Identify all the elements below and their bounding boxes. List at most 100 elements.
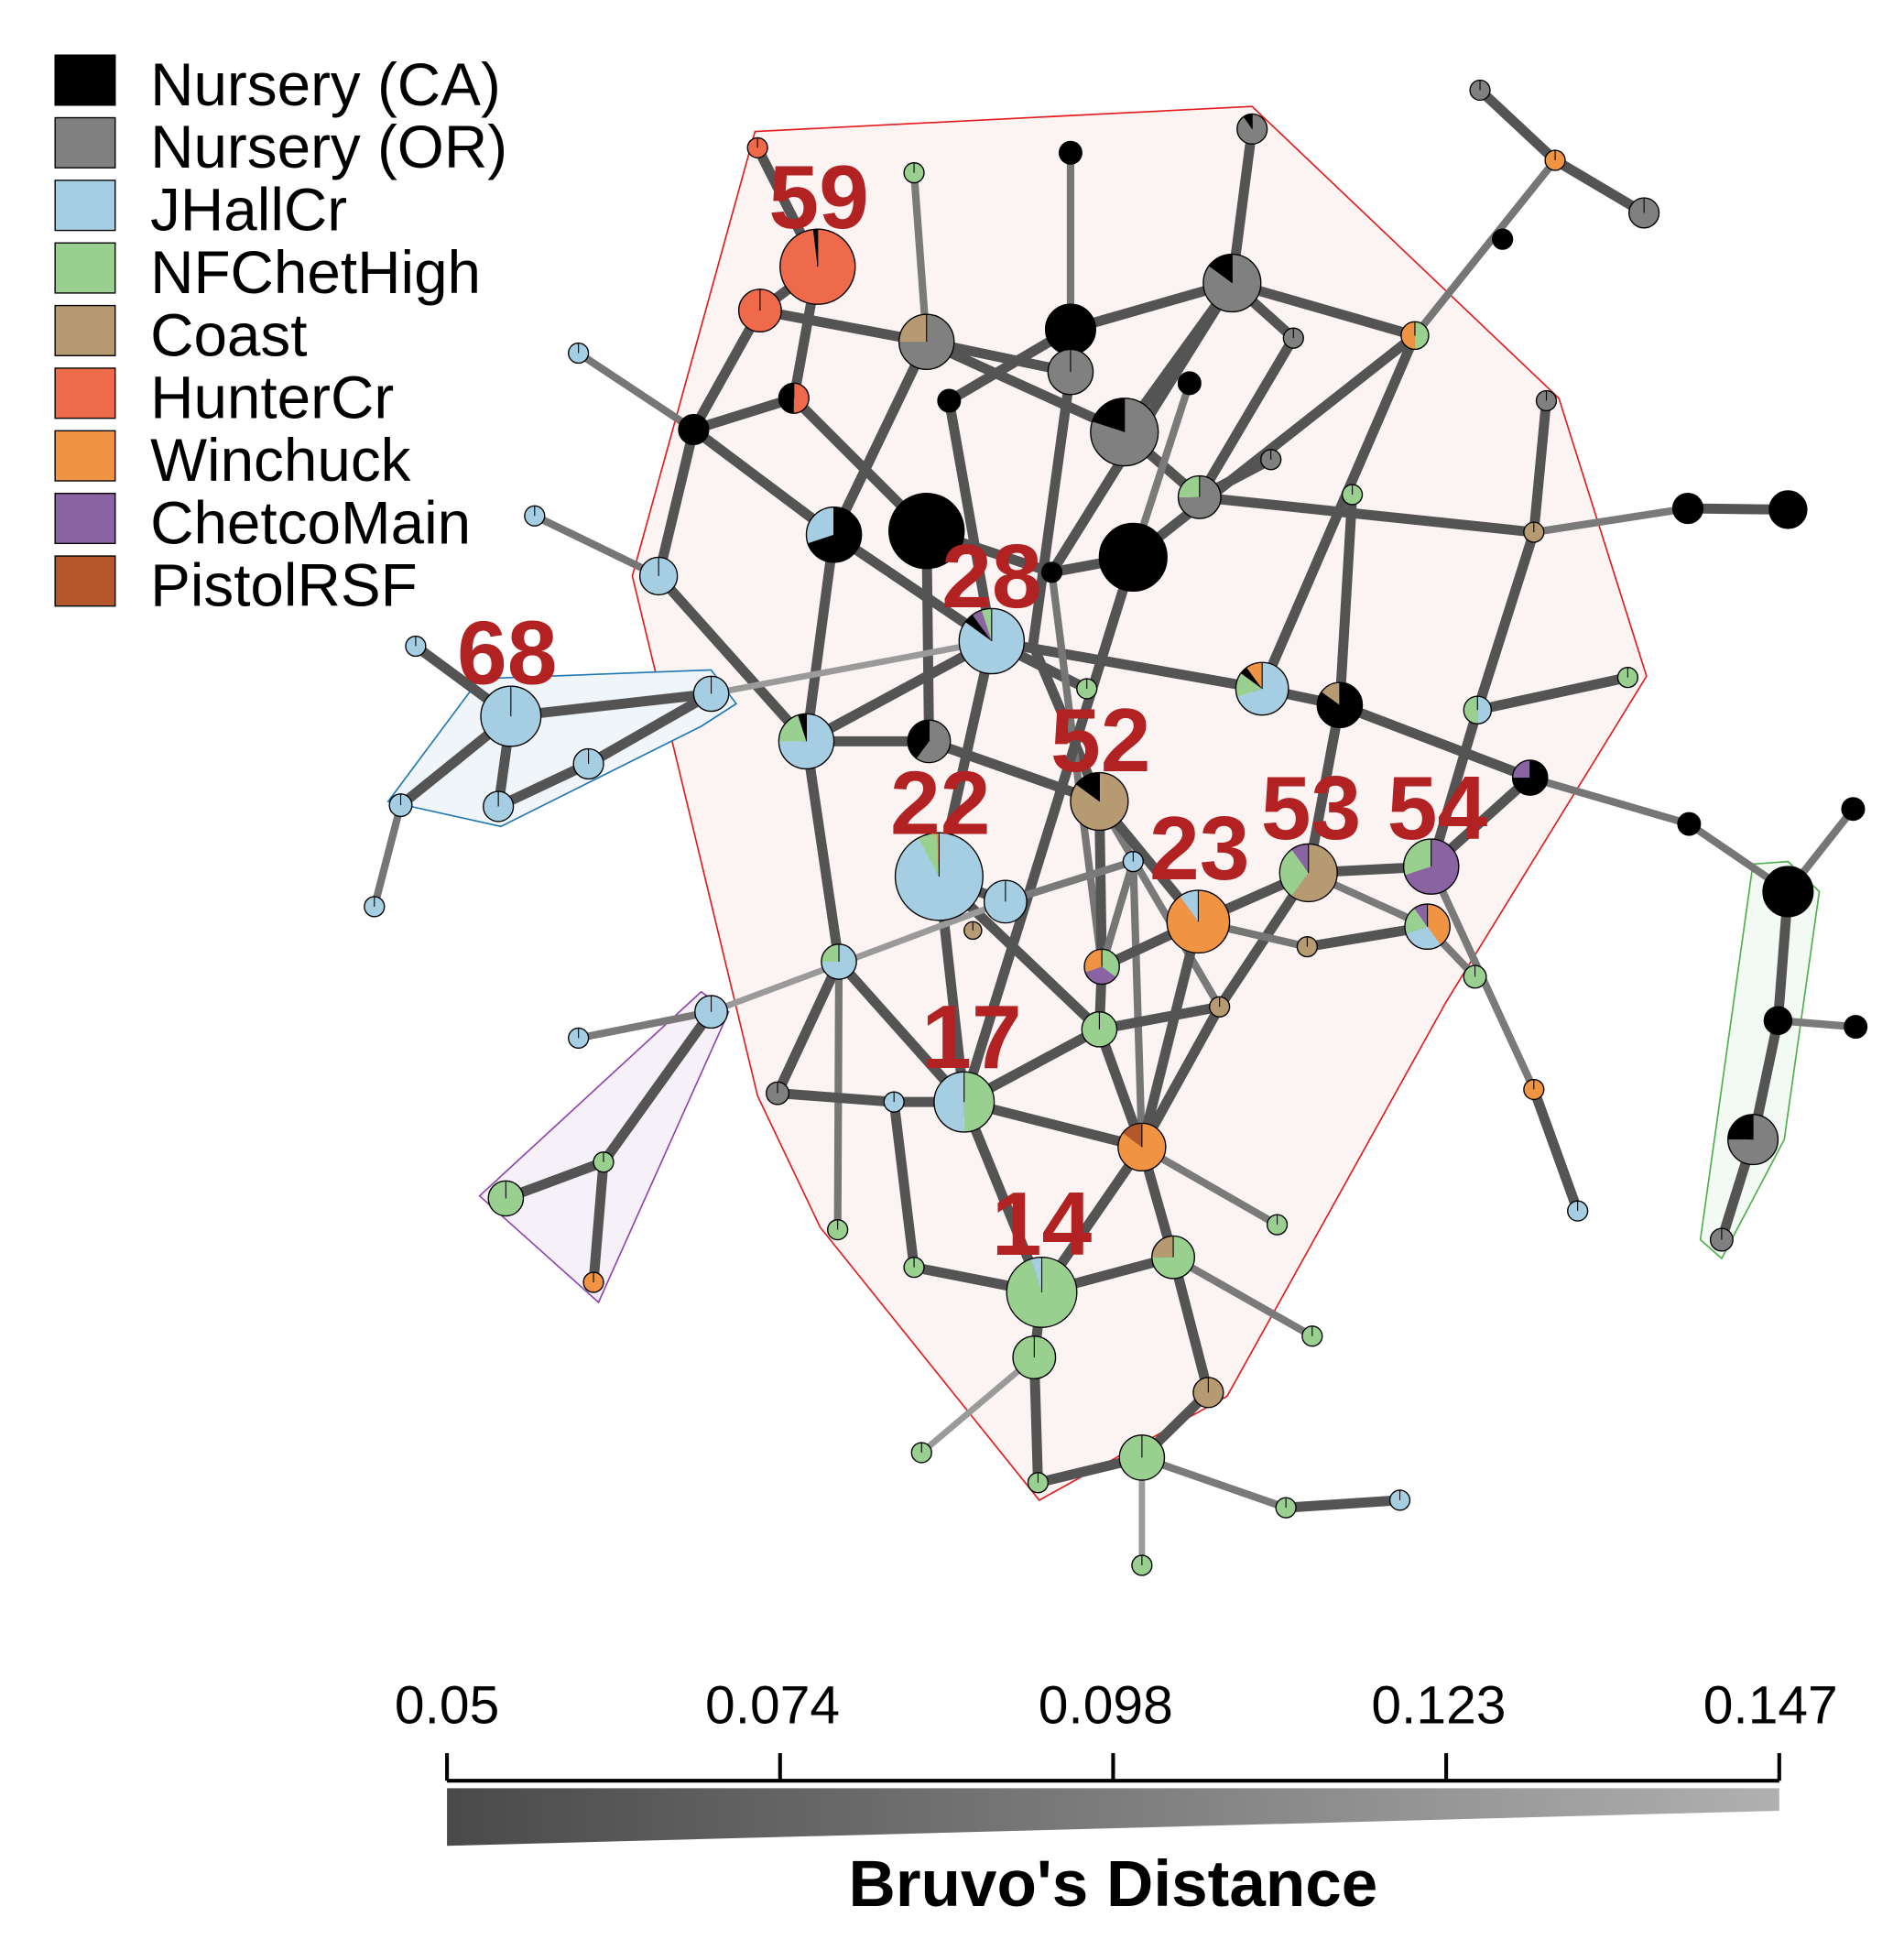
legend-swatch-winchuck <box>54 430 116 482</box>
legend-swatch-coast <box>54 304 116 356</box>
network-edge <box>923 735 1104 807</box>
node-slice <box>1180 890 1199 922</box>
legend-swatch-huntercr <box>54 367 116 419</box>
network-node <box>1081 1011 1118 1048</box>
legend-label: PistolRSF <box>150 552 418 619</box>
main-cluster-hull <box>631 105 1648 1501</box>
network-node <box>1404 903 1451 951</box>
network-node <box>1523 1078 1545 1101</box>
network-node <box>692 675 730 713</box>
node-slice <box>779 229 855 305</box>
distance-gradient-wedge <box>447 1788 1779 1847</box>
network-node <box>1047 348 1094 396</box>
cluster-labels: 59 28 68 52 22 23 53 54 17 14 <box>457 147 1488 1274</box>
node-slice <box>573 748 604 779</box>
network-node <box>883 1091 905 1113</box>
network-node <box>388 793 413 818</box>
node-slice <box>1236 114 1268 145</box>
network-node <box>1469 79 1491 102</box>
network-node <box>1763 1006 1793 1035</box>
network-edge <box>1194 492 1540 538</box>
network-edge <box>1137 1001 1225 1152</box>
cluster-label: 14 <box>992 1173 1093 1274</box>
network-edge <box>1280 1495 1405 1513</box>
cluster-label: 53 <box>1261 757 1361 858</box>
cluster-label: 68 <box>457 602 557 703</box>
node-slice <box>1102 949 1120 977</box>
node-slice <box>1764 1007 1792 1035</box>
network-node <box>1567 1200 1589 1222</box>
node-slice <box>1414 321 1429 350</box>
network-node <box>1177 474 1222 519</box>
node-slice <box>793 383 810 414</box>
network-node <box>1235 661 1289 716</box>
node-slice <box>933 1072 964 1132</box>
network-node <box>524 505 546 527</box>
network-node <box>1083 948 1120 986</box>
network-node <box>1012 1335 1057 1379</box>
network-node <box>779 228 856 305</box>
network-node <box>694 995 729 1029</box>
scale-tick-label: 0.05 <box>395 1675 499 1735</box>
node-slice <box>965 615 992 642</box>
network-node <box>1628 197 1660 229</box>
network-edge <box>688 393 800 435</box>
network-node <box>1523 521 1545 543</box>
network-node <box>638 556 679 596</box>
network-edge <box>653 424 699 582</box>
node-slice <box>1030 1257 1042 1292</box>
network-edge <box>829 336 932 540</box>
network-nodes <box>364 79 1868 1576</box>
network-edge <box>708 637 996 697</box>
cluster-label: 23 <box>1149 798 1249 899</box>
network-edge <box>1257 330 1420 694</box>
node-slice <box>821 943 840 963</box>
network-node <box>1841 797 1866 822</box>
legend-swatch-nursery-ca <box>54 54 116 106</box>
network-node <box>737 289 782 332</box>
network-edge <box>918 1354 1038 1456</box>
network-node <box>582 1271 604 1293</box>
node-slice <box>1400 321 1415 350</box>
scale-title: Bruvo's Distance <box>849 1848 1378 1921</box>
network-node <box>1202 253 1262 313</box>
node-outline <box>1763 1006 1793 1035</box>
network-edge <box>1529 504 1692 537</box>
network-node <box>487 1180 525 1217</box>
network-edge <box>1137 1454 1290 1512</box>
node-slice <box>798 714 807 742</box>
node-slice <box>1463 696 1478 724</box>
network-node <box>1544 149 1566 171</box>
network-edge <box>801 735 844 967</box>
network-edge <box>1472 672 1633 715</box>
node-slice <box>1427 904 1451 945</box>
network-node <box>364 896 386 918</box>
node-slice <box>1727 1114 1754 1140</box>
node-slice <box>1240 667 1263 689</box>
node-slice <box>807 507 862 562</box>
network-node-group <box>364 79 1868 1576</box>
network-edge <box>1526 773 1693 828</box>
legend-label: Nursery (CA) <box>150 51 501 118</box>
network-node <box>1275 1497 1297 1519</box>
node-outline <box>1523 1078 1545 1101</box>
node-slice <box>1523 522 1544 542</box>
network-edge <box>1095 797 1224 1011</box>
network-edge <box>1098 857 1137 971</box>
network-node <box>1388 1489 1411 1511</box>
scale-tick-label: 0.098 <box>1039 1675 1173 1735</box>
network-node <box>958 607 1026 675</box>
network-node <box>1844 1015 1868 1040</box>
node-slice <box>1477 696 1492 724</box>
network-edge <box>772 956 844 1099</box>
network-node <box>983 879 1028 924</box>
network-edge <box>688 305 766 435</box>
network-edge <box>506 688 717 722</box>
cluster-label: 54 <box>1387 757 1488 858</box>
network-edge <box>833 956 970 1107</box>
node-slice <box>806 507 834 544</box>
node-slice <box>1092 398 1125 432</box>
node-slice <box>1178 475 1200 497</box>
network-node <box>483 790 515 822</box>
network-node <box>1192 1377 1224 1409</box>
